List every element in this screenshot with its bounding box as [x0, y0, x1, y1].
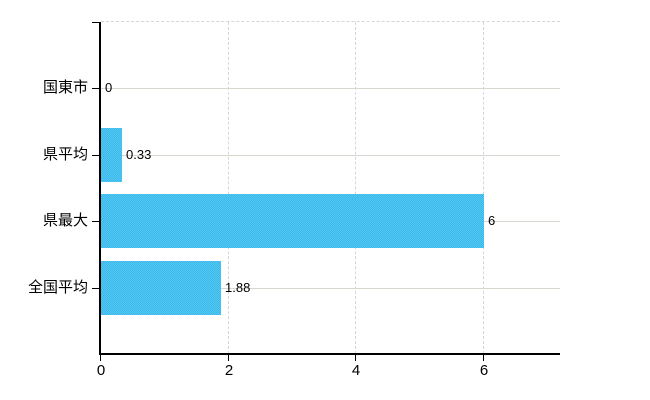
horizontal-gridline: [101, 155, 560, 156]
category-label: 県平均: [42, 146, 88, 163]
x-axis-tick: [483, 355, 484, 361]
bar-value-label: 0.33: [126, 147, 152, 162]
vertical-gridline: [228, 22, 229, 354]
plot-top-border: [101, 21, 560, 22]
horizontal-gridline: [101, 288, 560, 289]
x-tick-label: 4: [351, 362, 361, 379]
y-axis-tick: [92, 155, 100, 156]
x-axis-line: [99, 353, 560, 355]
y-axis-tick: [92, 22, 100, 23]
x-tick-label: 6: [479, 362, 489, 379]
vertical-gridline: [483, 22, 484, 354]
vertical-gridline: [355, 22, 356, 354]
bar-value-label: 0: [105, 80, 113, 95]
x-axis-tick: [100, 355, 101, 361]
bar: [101, 261, 221, 315]
horizontal-gridline: [101, 88, 560, 89]
category-label: 県最大: [42, 212, 88, 229]
y-axis-tick: [92, 288, 100, 289]
bar: [101, 194, 484, 248]
y-axis-tick: [92, 221, 100, 222]
x-axis-tick: [228, 355, 229, 361]
x-tick-label: 0: [96, 362, 106, 379]
y-axis-line: [99, 22, 101, 354]
category-label: 国東市: [42, 79, 88, 96]
bar-value-label: 6: [488, 213, 496, 228]
bar: [101, 128, 122, 182]
bar-value-label: 1.88: [225, 280, 251, 295]
x-axis-tick: [355, 355, 356, 361]
y-axis-tick: [92, 88, 100, 89]
category-label: 全国平均: [27, 279, 88, 296]
x-tick-label: 2: [224, 362, 234, 379]
